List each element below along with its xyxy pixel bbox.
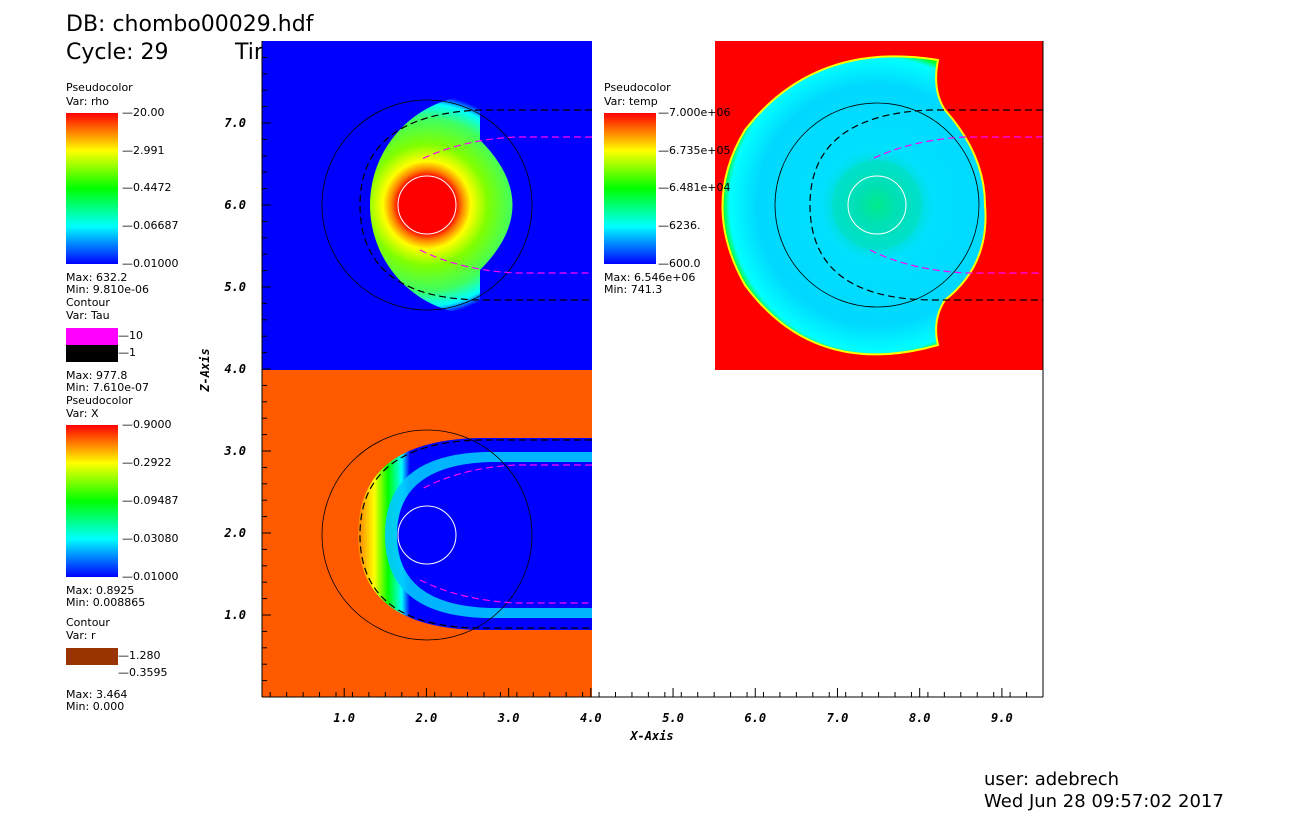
legend-tau-swatch: [66, 345, 118, 362]
panel-temp: [715, 41, 1043, 370]
legend-temp-min: Min: 741.3: [604, 283, 663, 296]
legend-temp-tick: —600.0: [658, 257, 701, 270]
footer-user: user: adebrech: [984, 769, 1120, 790]
legend-tau-max: Max: 977.8: [66, 369, 128, 382]
legend-x-tick: —0.03080: [122, 532, 179, 545]
legend-temp-colorbar: [604, 113, 656, 264]
x-tick-label: 4.0: [580, 711, 602, 725]
legend-rho-tick: —20.00: [122, 106, 165, 119]
x-tick-label: 2.0: [415, 711, 438, 725]
legend-tau-plot: Contour: [66, 296, 110, 309]
legend-x-tick: —0.01000: [122, 570, 179, 583]
legend-x-colorbar: [66, 425, 118, 577]
legend-x-tick: —0.2922: [122, 456, 172, 469]
legend-rho-plot: Pseudocolor: [66, 81, 133, 94]
legend-x-max: Max: 0.8925: [66, 584, 135, 597]
x-tick-label: 1.0: [333, 711, 355, 725]
panel-rho: [262, 41, 592, 370]
y-tick-label: 6.0: [224, 198, 246, 212]
cycle-label: Cycle: 29: [66, 40, 169, 65]
x-axis-label: X-Axis: [629, 729, 673, 743]
panel-x-core: [397, 462, 592, 608]
legend-rho-tick: —0.01000: [122, 257, 179, 270]
legend-rho-tick: —0.4472: [122, 181, 172, 194]
legend-r-swatch: [66, 648, 118, 665]
panel-rho-contour-r: [321, 99, 533, 311]
legend-temp-var: Var: temp: [604, 95, 658, 108]
x-tick-label: 3.0: [497, 711, 520, 725]
panel-x: [262, 370, 592, 697]
legend-temp-max: Max: 6.546e+06: [604, 271, 696, 284]
panel-temp-contour-tau10: [869, 136, 1043, 274]
y-tick-label: 1.0: [224, 608, 246, 622]
legend-rho-colorbar: [66, 113, 118, 264]
panel-x-contour-inner: [397, 505, 457, 565]
legend-rho-max: Max: 632.2: [66, 271, 128, 284]
panel-temp-contour-r: [774, 102, 980, 308]
y-tick-label: 2.0: [223, 526, 246, 540]
legend-temp-tick: —7.000e+06: [658, 106, 731, 119]
y-axis-label: Z-Axis: [198, 348, 212, 392]
x-axis-ticks: 1.0 2.0 3.0 4.0 5.0 6.0 7.0 8.0 9.0: [269, 688, 1028, 725]
legend-tau-level: —10: [118, 329, 143, 342]
legend-temp-tick: —6236.: [658, 219, 701, 232]
legend-x-plot: Pseudocolor: [66, 394, 133, 407]
panel-rho-shock-region: [370, 95, 513, 315]
legend-tau-min: Min: 7.610e-07: [66, 381, 149, 394]
legend-tau-swatch: [66, 328, 118, 345]
panel-x-contour-tau1: [359, 439, 592, 629]
y-axis-ticks: 1.0 2.0 3.0 4.0 5.0 6.0 7.0: [223, 56, 271, 682]
panel-rho-contour-tau1: [359, 109, 592, 301]
panel-x-contour-r: [321, 429, 533, 641]
legend-r-plot: Contour: [66, 616, 110, 629]
legend-rho-min: Min: 9.810e-06: [66, 283, 149, 296]
panel-rho-contour-inner: [397, 175, 457, 235]
legend-x-tick: —0.09487: [122, 494, 179, 507]
y-tick-label: 4.0: [224, 362, 246, 376]
legend-x-var: Var: X: [66, 407, 99, 420]
legend-temp-tick: —6.481e+04: [658, 181, 731, 194]
legend-x-tick: —0.9000: [122, 418, 172, 431]
legend-r-level: —1.280: [118, 649, 161, 662]
x-tick-label: 8.0: [909, 711, 931, 725]
legend-tau-level: —1: [118, 346, 136, 359]
legend-rho-tick: —2.991: [122, 144, 165, 157]
legend-temp-plot: Pseudocolor: [604, 81, 671, 94]
x-tick-label: 6.0: [744, 711, 766, 725]
legend-r-min: Min: 0.000: [66, 700, 125, 713]
legend-r-level: —0.3595: [118, 666, 168, 679]
panel-temp-contour-tau1: [809, 109, 1043, 301]
legend-rho-var: Var: rho: [66, 95, 109, 108]
y-tick-label: 5.0: [224, 280, 246, 294]
panel-rho-contour-tau10: [419, 136, 592, 274]
x-tick-label: 7.0: [827, 711, 849, 725]
database-title: DB: chombo00029.hdf: [66, 12, 314, 37]
panel-temp-contour-inner: [847, 175, 907, 235]
panel-x-contour-tau10: [419, 464, 592, 604]
legend-temp-tick: —6.735e+05: [658, 144, 731, 157]
legend-x-min: Min: 0.008865: [66, 596, 146, 609]
x-tick-label: 9.0: [991, 711, 1013, 725]
y-tick-label: 3.0: [223, 444, 246, 458]
legend-tau-var: Var: Tau: [66, 309, 110, 322]
legend-r-max: Max: 3.464: [66, 688, 128, 701]
footer-date: Wed Jun 28 09:57:02 2017: [984, 791, 1224, 812]
y-tick-label: 7.0: [224, 116, 246, 130]
legend-r-var: Var: r: [66, 629, 96, 642]
x-tick-label: 5.0: [662, 711, 684, 725]
legend-rho-tick: —0.06687: [122, 219, 179, 232]
